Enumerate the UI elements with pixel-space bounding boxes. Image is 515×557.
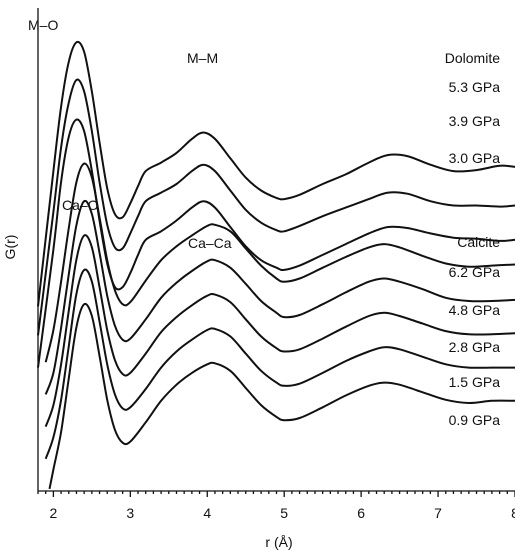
series-label-1-5-gpa: 1.5 GPa [449,374,501,390]
curves [37,40,515,490]
group-label-dolomite: Dolomite [445,50,500,66]
series-label-0-9-gpa: 0.9 GPa [449,412,501,428]
x-tick-label: 6 [357,505,365,521]
group-label-calcite: Calcite [457,234,500,250]
curve-calcite-6-2-gpa [44,162,515,363]
curve-calcite-4-8-gpa [44,199,515,395]
x-tick-label: 5 [280,505,288,521]
curve-calcite-1-5-gpa [44,268,515,460]
y-axis-label: G(r) [2,235,18,260]
x-axis-label: r (Å) [265,534,292,550]
x-tick-label: 4 [203,505,211,521]
series-label-3-9-gpa: 3.9 GPa [449,113,501,129]
curve-dolomite-3-0-gpa [37,118,515,368]
curve-calcite-2-8-gpa [44,234,515,427]
annotations: G(r) r (Å) Dolomite M–O M–M 5.3 GPa 3.9 … [2,17,500,550]
series-label-2-8-gpa: 2.8 GPa [449,339,501,355]
x-tick-label: 8 [511,505,515,521]
curve-calcite-0-9-gpa [48,302,515,490]
peak-label-m-o: M–O [28,17,58,33]
x-minor-ticks [37,491,515,497]
peak-label-ca-o: Ca–O [62,197,99,213]
curve-dolomite-5-3-gpa [37,40,515,307]
x-tick-labels: 2 3 4 5 6 7 8 [49,505,515,521]
series-label-4-8-gpa: 4.8 GPa [449,302,501,318]
x-tick-label: 2 [49,505,57,521]
series-label-3-0-gpa: 3.0 GPa [449,150,501,166]
series-label-5-3-gpa: 5.3 GPa [449,79,501,95]
axes [37,8,515,492]
peak-label-m-m: M–M [187,50,218,66]
x-tick-label: 3 [126,505,134,521]
curve-dolomite-3-9-gpa [37,78,515,336]
peak-label-ca-ca: Ca–Ca [188,235,232,251]
x-tick-label: 7 [434,505,442,521]
series-label-6-2-gpa: 6.2 GPa [449,264,501,280]
